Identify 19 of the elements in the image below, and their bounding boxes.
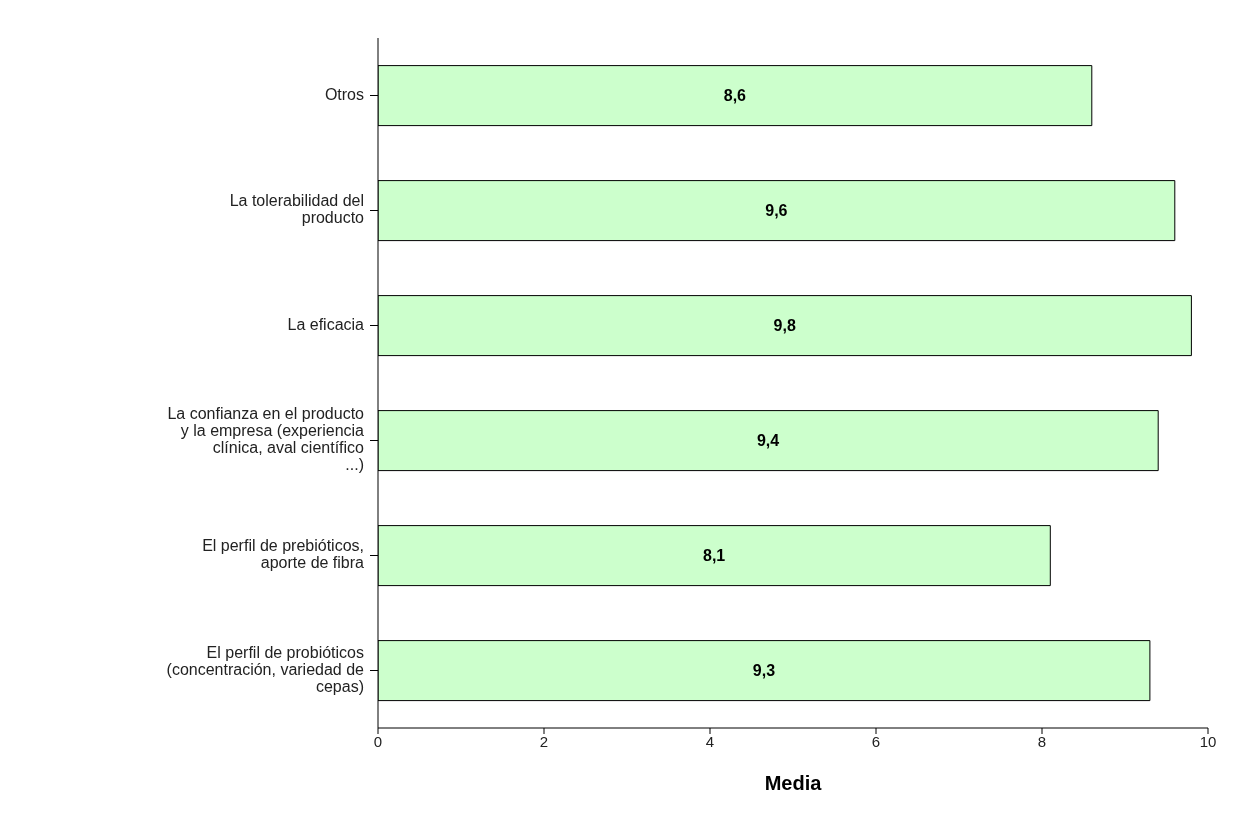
x-tick-label: 6 (871, 732, 881, 750)
y-tick-label: La tolerabilidad del producto (229, 192, 365, 227)
data-label: 9,4 (756, 432, 780, 450)
data-label: 8,6 (723, 87, 747, 105)
x-tick-label: 4 (705, 732, 715, 750)
x-tick-label: 2 (539, 732, 549, 750)
y-tick-label: Otros (324, 85, 364, 103)
x-tick-label: 10 (1199, 732, 1217, 750)
data-label: 9,8 (773, 317, 796, 335)
data-label: 9,6 (765, 202, 788, 220)
data-label: 8,1 (703, 547, 726, 565)
x-axis-title: Media (764, 772, 823, 794)
y-tick-label: La confianza en el producto y la empresa (experiencia clínica, aval científico ...) (167, 405, 365, 474)
x-tick-label: 8 (1037, 732, 1047, 750)
data-label: 9,3 (752, 662, 776, 680)
x-tick-label: 0 (373, 732, 383, 750)
y-tick-label: El perfil de probióticos (concentración, variedad de cepas) (166, 643, 365, 695)
y-tick-label: El perfil de prebióticos, aporte de fibra (202, 537, 365, 572)
y-tick-label: La eficacia (287, 315, 365, 333)
